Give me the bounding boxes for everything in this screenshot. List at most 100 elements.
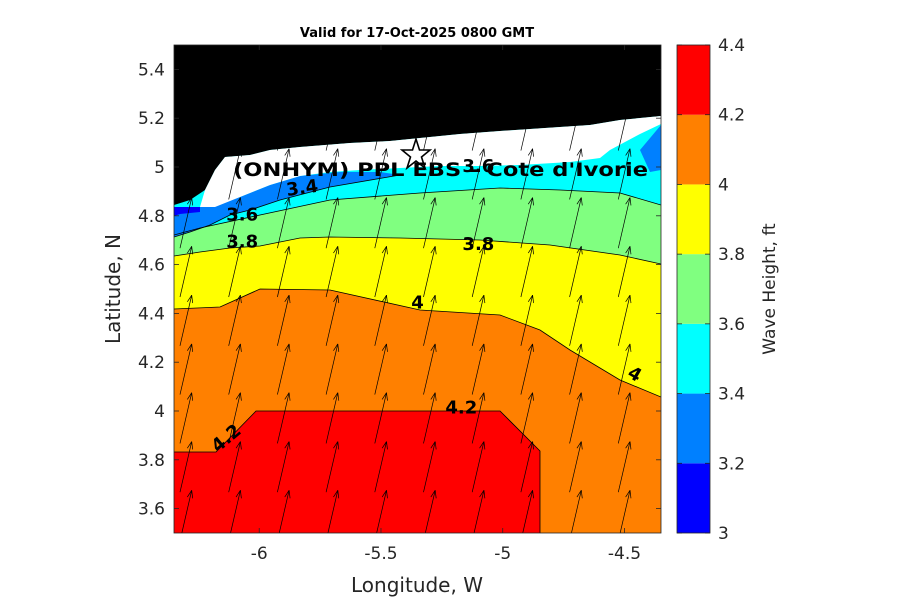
wave-vector-arrow bbox=[374, 294, 388, 346]
colorbar-tick-label: 3.8 bbox=[718, 245, 745, 265]
wave-vector-arrow bbox=[520, 441, 534, 493]
wave-vector-arrow bbox=[179, 294, 194, 346]
wave-vector-arrow bbox=[228, 343, 242, 395]
station-marker: (ONHYM) PPL EBS - Cote d'Ivorie bbox=[233, 136, 648, 181]
colorbar-swatch bbox=[677, 463, 710, 533]
contour-label: 3.6 bbox=[226, 205, 258, 226]
wave-vector-arrow bbox=[374, 197, 388, 249]
x-tick-label: -4.5 bbox=[608, 544, 641, 564]
wave-vector-arrow bbox=[374, 343, 388, 395]
wave-vector-arrow bbox=[325, 148, 340, 200]
x-tick-label: -5.5 bbox=[364, 544, 397, 564]
wave-vector-arrow bbox=[471, 246, 486, 298]
wave-vector-arrow bbox=[423, 441, 437, 493]
x-tick-label: -6 bbox=[251, 544, 268, 564]
wave-vector-arrow bbox=[423, 246, 437, 298]
wave-vector-arrow bbox=[277, 441, 291, 493]
wave-vector-arrow bbox=[278, 490, 291, 533]
wave-vector-arrow bbox=[520, 343, 534, 395]
colorbar-swatch bbox=[677, 254, 710, 324]
colorbar-tick-label: 4.2 bbox=[718, 106, 745, 126]
contour-label: 3.4 bbox=[285, 176, 320, 201]
wave-vector-arrow bbox=[423, 99, 437, 151]
y-tick-label: 4.4 bbox=[138, 304, 165, 324]
colorbar-tick-label: 3 bbox=[718, 524, 729, 544]
wave-vector-arrow bbox=[325, 197, 340, 249]
y-tick-label: 5.2 bbox=[138, 109, 165, 129]
wave-vector-arrow bbox=[325, 99, 340, 151]
wave-vector-arrow bbox=[617, 246, 632, 298]
wave-vector-arrow bbox=[374, 441, 388, 493]
contour-line-3.6 bbox=[174, 187, 661, 236]
colorbar-tick-label: 3.2 bbox=[718, 454, 745, 474]
y-tick-label: 4.6 bbox=[138, 256, 165, 276]
y-tick-label: 3.8 bbox=[138, 451, 165, 471]
wave-vector-arrow bbox=[471, 343, 486, 395]
y-tick-label: 5.4 bbox=[138, 60, 165, 80]
wave-vector-arrow bbox=[617, 148, 632, 200]
wave-vector-arrow bbox=[471, 99, 486, 151]
wave-vector-arrow bbox=[325, 246, 340, 298]
wave-vector-arrow bbox=[374, 99, 388, 151]
wave-vector-arrow bbox=[277, 343, 291, 395]
wave-vector-arrow bbox=[228, 99, 242, 151]
wave-vector-arrow bbox=[325, 343, 340, 395]
wave-vector-arrow bbox=[569, 148, 583, 200]
wave-vector-arrow bbox=[228, 441, 242, 493]
wave-vector-arrow bbox=[423, 197, 437, 249]
wave-vector-arrow bbox=[423, 392, 437, 444]
wave-vector-arrow bbox=[327, 490, 340, 533]
wave-vector-arrow bbox=[228, 294, 242, 346]
wave-vector-arrow bbox=[569, 246, 583, 298]
wave-vector-arrow bbox=[179, 148, 194, 200]
wave-vector-arrow bbox=[277, 99, 291, 151]
colorbar-swatch bbox=[677, 184, 710, 255]
wave-vector-arrow bbox=[617, 343, 632, 395]
x-axis: -6 -5.5 -5 -4.5 bbox=[251, 45, 641, 564]
colorbar-swatch bbox=[677, 45, 710, 115]
wave-vector-arrow bbox=[179, 392, 194, 444]
wave-vector-arrow bbox=[228, 148, 242, 200]
y-axis: 3.6 3.8 4 4.2 4.4 4.6 4.8 5 5.2 5.4 bbox=[138, 60, 661, 520]
wave-vector-arrow bbox=[471, 294, 486, 346]
wave-vector-arrow bbox=[569, 197, 583, 249]
contour-label: 3.8 bbox=[462, 234, 494, 255]
y-tick-label: 4.8 bbox=[138, 207, 165, 227]
wave-vector-arrow bbox=[617, 99, 632, 151]
wave-vector-arrow bbox=[374, 148, 388, 200]
wave-vector-arrow bbox=[473, 490, 486, 533]
contour-line-3.8 bbox=[174, 236, 661, 265]
wave-vector-arrow bbox=[179, 246, 194, 298]
wave-vector-arrow bbox=[374, 392, 388, 444]
wave-vector-arrow bbox=[471, 148, 486, 200]
wave-vector-arrow bbox=[571, 490, 583, 533]
wave-vector-arrow bbox=[374, 246, 388, 298]
colorbar-frame bbox=[676, 44, 711, 534]
wave-direction-vectors bbox=[179, 99, 632, 533]
land-mask bbox=[174, 45, 661, 205]
wave-vector-arrow bbox=[471, 392, 486, 444]
contour-line-3.4 bbox=[174, 174, 401, 238]
y-tick-label: 5 bbox=[154, 158, 165, 178]
wave-vector-arrow bbox=[520, 294, 534, 346]
wave-vector-arrow bbox=[277, 246, 291, 298]
wave-vector-arrow bbox=[228, 392, 242, 444]
band-3.0-3.2 bbox=[174, 207, 200, 216]
wave-vector-arrow bbox=[376, 490, 388, 533]
contour-bands bbox=[174, 45, 661, 533]
wave-vector-arrow bbox=[424, 490, 437, 533]
wave-vector-arrow bbox=[520, 246, 534, 298]
wave-vector-arrow bbox=[423, 343, 437, 395]
wave-vector-arrow bbox=[617, 441, 632, 493]
wave-vector-arrow bbox=[277, 148, 291, 200]
wave-vector-arrow bbox=[619, 490, 632, 533]
wave-vector-arrow bbox=[181, 490, 194, 533]
y-tick-label: 4 bbox=[154, 402, 165, 422]
wave-vector-arrow bbox=[179, 343, 194, 395]
wave-vector-arrow bbox=[325, 294, 340, 346]
contour-label: 3.8 bbox=[226, 232, 258, 253]
x-axis-label: Longitude, W bbox=[351, 573, 483, 597]
wave-vector-arrow bbox=[325, 441, 340, 493]
wave-vector-arrow bbox=[230, 490, 242, 533]
